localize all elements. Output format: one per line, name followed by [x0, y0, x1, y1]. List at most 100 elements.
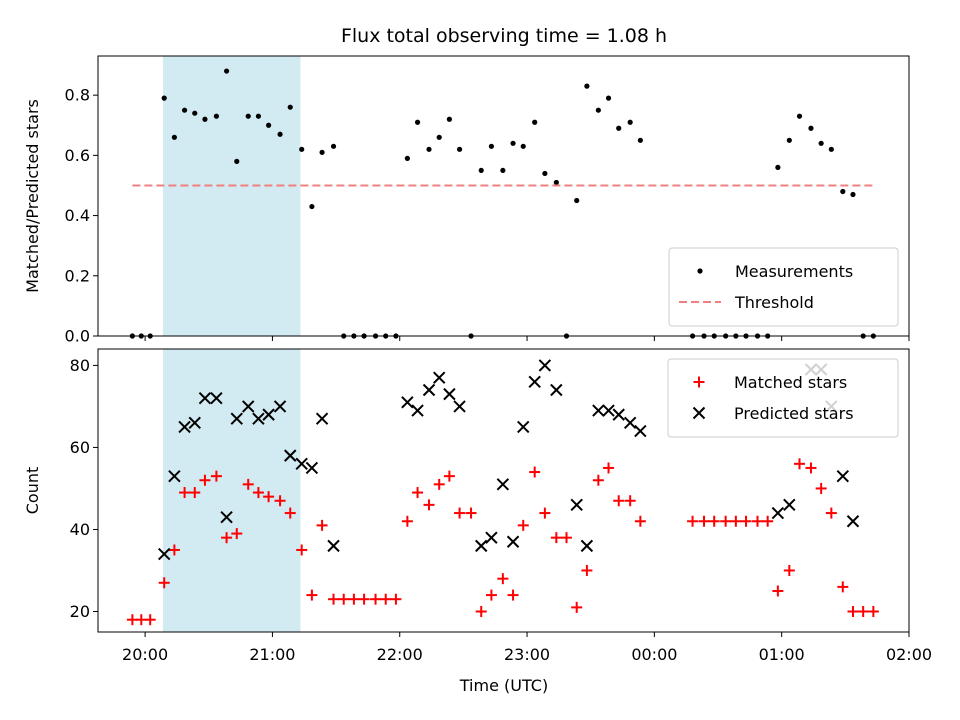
data-point: [550, 383, 563, 397]
data-point: [805, 462, 817, 474]
data-point: [178, 420, 191, 434]
data-point: [581, 564, 593, 576]
data-point: [634, 515, 646, 527]
data-point: [708, 515, 720, 527]
data-point: [234, 158, 240, 164]
data-point: [213, 113, 220, 119]
x-tick-label: 23:00: [504, 645, 550, 664]
top-y-axis-label: Matched/Predicted stars: [23, 99, 42, 293]
data-point: [380, 593, 392, 605]
data-point: [847, 605, 859, 617]
data-point: [539, 507, 551, 519]
data-point: [687, 515, 699, 527]
data-point: [328, 593, 340, 605]
legend-label: Predicted stars: [734, 404, 854, 423]
data-point: [825, 507, 837, 519]
data-point: [772, 585, 784, 597]
legend-box: [668, 247, 899, 327]
series-0: [126, 458, 879, 626]
data-point: [158, 577, 170, 589]
data-point: [252, 487, 264, 499]
legend-box: [667, 358, 899, 438]
data-point: [423, 499, 435, 511]
data-point: [412, 487, 424, 499]
data-point: [517, 519, 529, 531]
data-point: [602, 404, 615, 417]
x-tick-label: 01:00: [759, 645, 805, 664]
data-point: [815, 482, 827, 494]
data-point: [775, 164, 781, 170]
data-point: [624, 495, 636, 507]
data-point: [867, 605, 879, 617]
top-x-ticks: [144, 336, 910, 341]
data-point: [783, 564, 795, 576]
data-point: [580, 539, 594, 553]
data-point: [786, 137, 792, 143]
data-point: [296, 544, 308, 556]
data-point: [242, 400, 255, 413]
data-point: [144, 614, 156, 626]
data-point: [794, 458, 806, 470]
data-point: [528, 375, 541, 389]
data-point: [517, 420, 530, 434]
data-point: [192, 110, 198, 116]
data-point: [189, 487, 201, 499]
data-point: [273, 400, 287, 413]
y-tick-label: 0.4: [65, 206, 90, 225]
data-point: [443, 387, 456, 401]
data-point: [202, 116, 208, 122]
highlight-span-top: [162, 56, 301, 336]
data-point: [506, 535, 520, 548]
data-point: [612, 408, 625, 421]
data-point: [796, 113, 803, 119]
count-points: [126, 359, 879, 626]
data-point: [456, 146, 463, 152]
data-point: [553, 179, 559, 186]
data-point: [762, 515, 774, 527]
data-point: [338, 593, 350, 605]
data-point: [401, 515, 413, 527]
data-point: [595, 107, 601, 113]
y-tick-label: 40: [70, 520, 90, 539]
data-point: [210, 392, 223, 405]
data-point: [571, 601, 583, 613]
data-point: [266, 122, 272, 128]
data-point: [808, 125, 814, 131]
data-point: [574, 197, 580, 204]
x-tick-label: 21:00: [249, 645, 295, 664]
data-point: [210, 470, 222, 482]
series-1: [157, 359, 860, 561]
data-point: [255, 113, 262, 119]
data-point: [497, 573, 509, 585]
x-axis-label: Time (UTC): [459, 676, 548, 695]
data-point: [220, 510, 233, 524]
y-tick-label: 0.8: [65, 86, 90, 105]
data-point: [475, 605, 487, 617]
data-point: [584, 83, 590, 89]
data-point: [188, 416, 201, 430]
data-point: [411, 404, 424, 417]
data-point: [287, 104, 293, 110]
data-point: [837, 581, 849, 593]
data-point: [171, 134, 177, 140]
data-point: [500, 167, 506, 174]
data-point: [751, 515, 763, 527]
data-point: [179, 487, 191, 499]
data-point: [592, 474, 604, 486]
x-tick-label: 00:00: [631, 645, 677, 664]
bottom-legend: Matched stars Predicted stars: [667, 358, 899, 438]
data-point: [443, 470, 455, 482]
bottom-panel: 20 40 60 80 20:00 21:00 22:00 23:00 00:00 01:00 0…: [23, 348, 932, 664]
data-point: [262, 408, 275, 421]
data-point: [488, 143, 495, 149]
data-point: [637, 137, 643, 143]
data-point: [846, 515, 860, 528]
bottom-y-axis-label: Count: [23, 467, 42, 515]
data-point: [390, 593, 402, 605]
data-point: [453, 400, 466, 413]
data-point: [277, 131, 283, 137]
data-point: [698, 515, 710, 527]
data-point: [295, 457, 308, 471]
bottom-y-ticks: 20 40 60 80: [70, 356, 98, 621]
data-point: [592, 404, 605, 417]
